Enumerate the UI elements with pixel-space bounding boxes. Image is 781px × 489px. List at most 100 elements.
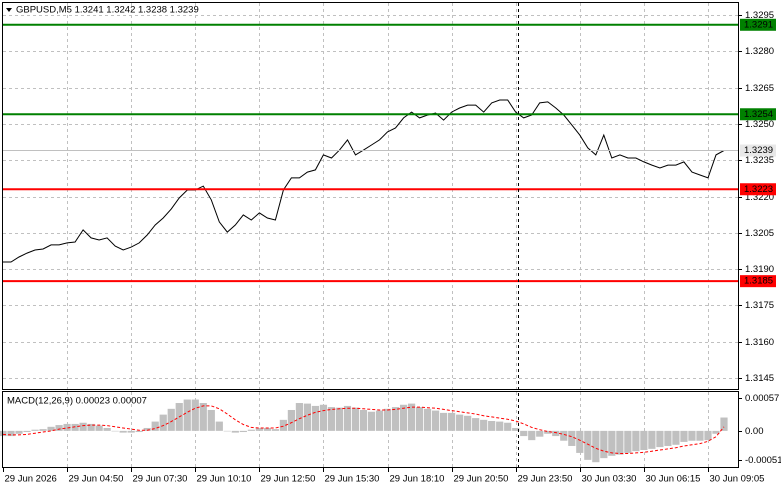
macd-bar bbox=[632, 430, 640, 452]
level-label: 1.3254 bbox=[744, 109, 773, 120]
y-tick-label: 1.3220 bbox=[745, 192, 774, 203]
x-tick-label: 29 Jun 23:50 bbox=[518, 474, 573, 485]
level-label: 1.3291 bbox=[744, 19, 773, 30]
macd-bar bbox=[464, 415, 472, 431]
macd-bar bbox=[496, 421, 504, 431]
level-label-box bbox=[740, 183, 776, 196]
macd-bar bbox=[600, 430, 608, 459]
macd-bar bbox=[712, 430, 720, 434]
y-tick-label: 1.3295 bbox=[745, 10, 774, 21]
macd-pane-frame bbox=[2, 391, 739, 468]
macd-bar bbox=[415, 407, 424, 431]
macd-bar bbox=[319, 404, 328, 431]
macd-bar bbox=[327, 407, 336, 431]
x-tick-label: 29 Jun 07:30 bbox=[133, 474, 188, 485]
x-tick-label: 30 Jun 09:05 bbox=[710, 474, 765, 485]
macd-bar bbox=[287, 409, 296, 431]
macd-bar bbox=[151, 421, 159, 431]
macd-bar bbox=[231, 430, 239, 433]
x-tick-label: 29 Jun 04:50 bbox=[69, 474, 124, 485]
macd-bar bbox=[367, 411, 376, 431]
macd-bar bbox=[7, 430, 15, 437]
chart-title: GBPUSD,M5 1.3241 1.3242 1.3238 1.3239 bbox=[16, 5, 199, 16]
macd-bar bbox=[295, 403, 304, 431]
macd-bar bbox=[480, 419, 488, 431]
macd-bar bbox=[696, 430, 704, 441]
macd-bar bbox=[39, 429, 47, 431]
macd-bar bbox=[664, 430, 672, 446]
macd-bar bbox=[135, 430, 143, 433]
macd-bar bbox=[207, 409, 215, 431]
x-tick-label: 29 Jun 18:10 bbox=[390, 474, 445, 485]
macd-bar bbox=[111, 430, 119, 432]
level-label: 1.3223 bbox=[744, 184, 773, 195]
macd-bar bbox=[263, 427, 271, 431]
macd-bar bbox=[279, 419, 287, 431]
macd-bar bbox=[640, 430, 648, 451]
x-tick-label: 29 Jun 20:50 bbox=[454, 474, 509, 485]
macd-bar bbox=[704, 430, 712, 441]
macd-bar bbox=[423, 408, 432, 431]
macd-bar bbox=[608, 430, 616, 456]
macd-bar bbox=[720, 417, 728, 431]
y-tick-label: 1.3205 bbox=[745, 228, 774, 239]
macd-bar bbox=[616, 430, 624, 455]
macd-bar bbox=[568, 430, 576, 446]
macd-bar bbox=[688, 430, 696, 441]
macd-bar bbox=[15, 430, 23, 434]
macd-bar bbox=[375, 410, 384, 431]
macd-bar bbox=[528, 430, 536, 441]
macd-bar bbox=[119, 430, 127, 433]
level-label: 1.3239 bbox=[744, 145, 773, 156]
macd-bar bbox=[255, 427, 263, 431]
level-label-box bbox=[740, 18, 776, 31]
macd-bar bbox=[440, 412, 448, 431]
macd-bar bbox=[167, 408, 175, 431]
macd-bar bbox=[536, 430, 544, 437]
macd-bar bbox=[303, 403, 312, 431]
macd-bar bbox=[47, 426, 55, 431]
macd-bar bbox=[584, 430, 592, 460]
y-tick-label: 1.3175 bbox=[745, 300, 774, 311]
macd-bar bbox=[624, 430, 632, 453]
macd-bar bbox=[680, 430, 688, 442]
macd-bar bbox=[488, 421, 496, 431]
macd-bar bbox=[544, 430, 552, 434]
macd-bar bbox=[95, 425, 103, 431]
price-pane-frame bbox=[2, 2, 739, 390]
macd-bar bbox=[648, 430, 656, 449]
macd-bar bbox=[407, 403, 416, 431]
macd-bar bbox=[223, 430, 231, 432]
macd-bar bbox=[472, 418, 480, 431]
macd-bar bbox=[239, 430, 247, 433]
macd-bar bbox=[391, 407, 400, 431]
macd-bar bbox=[399, 404, 408, 431]
x-tick-label: 29 Jun 10:10 bbox=[197, 474, 252, 485]
x-tick-label: 30 Jun 06:15 bbox=[646, 474, 701, 485]
y-tick-label: 1.3160 bbox=[745, 337, 774, 348]
macd-bar bbox=[656, 430, 664, 448]
macd-bar bbox=[71, 423, 79, 431]
x-tick-label: 29 Jun 2026 bbox=[5, 474, 57, 485]
level-label-box bbox=[740, 144, 776, 157]
macd-bar bbox=[199, 403, 207, 431]
x-tick-label: 29 Jun 15:30 bbox=[325, 474, 380, 485]
y-tick-label: 1.3250 bbox=[745, 119, 774, 130]
menu-arrow[interactable] bbox=[6, 8, 12, 12]
level-label: 1.3185 bbox=[744, 276, 773, 287]
signal-line bbox=[2, 405, 725, 454]
level-label-box bbox=[740, 275, 776, 288]
macd-bar bbox=[335, 407, 344, 431]
macd-bar bbox=[31, 429, 39, 431]
x-tick-label: 29 Jun 12:50 bbox=[261, 474, 316, 485]
macd-bar bbox=[456, 414, 464, 431]
x-tick-label: 30 Jun 03:30 bbox=[582, 474, 637, 485]
macd-bar bbox=[87, 423, 95, 431]
macd-bar bbox=[504, 422, 512, 431]
macd-bar bbox=[191, 399, 199, 431]
macd-bar bbox=[215, 421, 223, 431]
macd-bar bbox=[592, 430, 600, 463]
macd-bar bbox=[0, 430, 7, 437]
y-tick-label: 1.3265 bbox=[745, 83, 774, 94]
